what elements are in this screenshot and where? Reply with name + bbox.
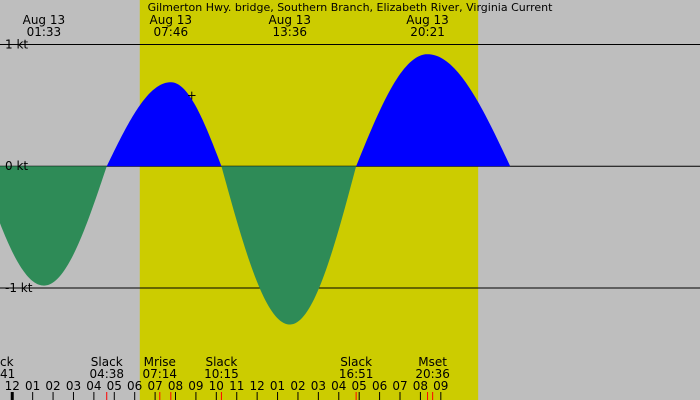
hour-tick-label: 08	[413, 379, 428, 393]
hour-tick-label: 08	[168, 379, 183, 393]
extremum-time: 01:33	[27, 25, 62, 39]
hour-tick-label: 01	[270, 379, 285, 393]
event-time: 20:36	[415, 367, 450, 381]
chart-title: Gilmerton Hwy. bridge, Southern Branch, …	[148, 1, 554, 14]
ebb-area	[0, 166, 107, 286]
hour-tick-label: 04	[86, 379, 101, 393]
hour-tick-label: 01	[25, 379, 40, 393]
hour-tick-label: 11	[229, 379, 244, 393]
extremum-date: Aug 13	[23, 13, 66, 27]
hour-tick-label: 03	[311, 379, 326, 393]
event-label: Slack	[340, 355, 372, 369]
event-label: Mset	[418, 355, 447, 369]
extremum-date: Aug 13	[269, 13, 312, 27]
y-tick-label: -1 kt	[5, 281, 33, 295]
event-time: 10:15	[204, 367, 239, 381]
extremum-time: 07:46	[154, 25, 189, 39]
flood-area	[356, 54, 511, 167]
current-point-marker: +	[187, 89, 197, 103]
hour-tick-label: 02	[290, 379, 305, 393]
event-label: Slack	[91, 355, 123, 369]
y-tick-label: 0 kt	[5, 159, 28, 173]
event-label: ck	[0, 355, 14, 369]
hour-tick-label: 06	[127, 379, 142, 393]
hour-tick-label: 09	[433, 379, 448, 393]
hour-tick-label: 07	[147, 379, 162, 393]
hour-tick-label: 12	[5, 379, 20, 393]
hour-tick-label: 04	[331, 379, 346, 393]
hour-tick-label: 09	[188, 379, 203, 393]
event-label: Mrise	[144, 355, 176, 369]
hour-tick-label: 06	[372, 379, 387, 393]
hour-tick-label: 02	[45, 379, 60, 393]
extremum-time: 20:21	[410, 25, 445, 39]
y-tick-label: 1 kt	[5, 37, 28, 51]
current-series: +	[0, 54, 511, 325]
extremum-date: Aug 13	[406, 13, 449, 27]
ebb-area	[221, 166, 357, 325]
flood-area	[106, 82, 222, 167]
y-axis-labels: 1 kt 0 kt -1 kt	[5, 37, 33, 295]
hour-tick-label: 03	[66, 379, 81, 393]
hour-tick-label: 12	[250, 379, 265, 393]
event-labels: ck41Slack04:38Mrise07:14Slack10:15Slack1…	[0, 355, 450, 381]
event-time: 41	[0, 367, 15, 381]
extremum-time: 13:36	[272, 25, 307, 39]
event-time: 07:14	[142, 367, 177, 381]
x-axis: 1112010203040506070809101112010203040506…	[5, 379, 448, 400]
event-time: 16:51	[339, 367, 374, 381]
extremum-date: Aug 13	[150, 13, 193, 27]
event-time: 04:38	[89, 367, 124, 381]
hour-tick-label: 05	[352, 379, 367, 393]
hour-tick-label: 05	[107, 379, 122, 393]
hour-tick-label: 10	[209, 379, 224, 393]
event-label: Slack	[205, 355, 237, 369]
hour-tick-label: 07	[392, 379, 407, 393]
